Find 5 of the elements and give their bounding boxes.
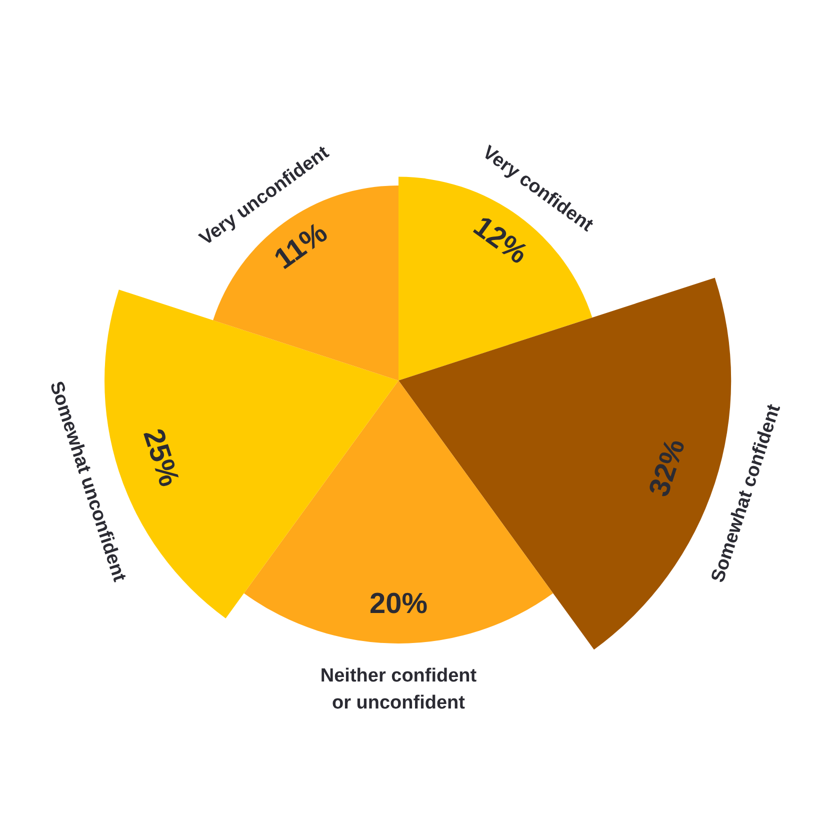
data-label: 32% <box>643 435 692 500</box>
data-label: 20% <box>369 588 428 620</box>
data-label: 11% <box>268 216 334 276</box>
data-label: 25% <box>136 425 186 490</box>
category-label: Neither confident or unconfident <box>320 665 478 714</box>
